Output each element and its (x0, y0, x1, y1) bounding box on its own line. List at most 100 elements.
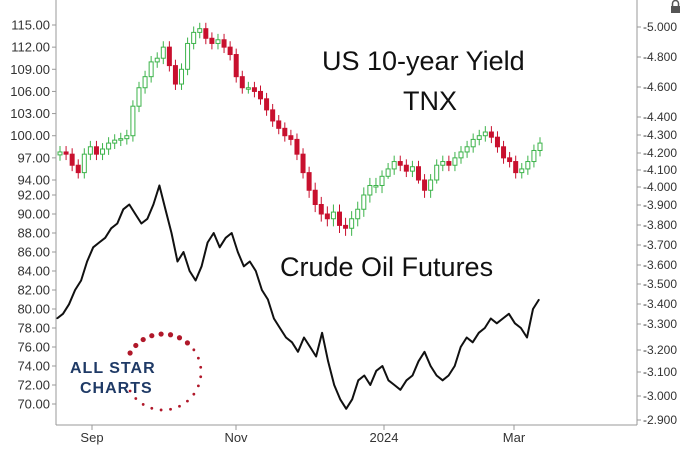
candle-body (494, 136, 500, 148)
candle-body (118, 138, 124, 141)
oil-point (92, 246, 94, 248)
left-tick-label: 76.00 (17, 340, 50, 355)
oil-point (351, 398, 353, 400)
oil-point (110, 227, 112, 229)
left-axis-ticks: 115.00 112.00 109.00 106.00 103.00 100.00 97.0… (10, 18, 56, 412)
candle-body (245, 87, 251, 90)
left-tick-label: 78.00 (17, 321, 50, 336)
candle-body (294, 138, 300, 155)
right-tick-label: -3.600 (643, 258, 677, 272)
right-tick-label: -4.300 (643, 128, 677, 142)
left-tick-label: 86.00 (17, 245, 50, 260)
oil-point (496, 322, 498, 324)
x-tick-label: Sep (80, 430, 103, 445)
left-tick-label: 80.00 (17, 302, 50, 317)
oil-point (321, 332, 323, 334)
left-tick-label: 82.00 (17, 283, 50, 298)
oil-point (405, 379, 408, 381)
candle-body (276, 120, 282, 129)
candle-body (501, 146, 507, 159)
oil-point (303, 336, 305, 339)
oil-point (472, 341, 474, 343)
candle-body (136, 87, 142, 107)
candle-body (507, 157, 513, 163)
oil-point (297, 351, 299, 353)
logo-star (127, 350, 133, 356)
right-tick-label: -4.800 (643, 50, 677, 64)
oil-point (273, 317, 275, 320)
oil-point (411, 374, 414, 377)
oil-point (140, 222, 142, 225)
candle-body (464, 146, 470, 153)
oil-point (219, 246, 221, 248)
candle-body (519, 168, 525, 174)
oil-point (363, 374, 365, 377)
oil-point (74, 289, 76, 291)
oil-point (393, 384, 395, 386)
oil-point (448, 374, 450, 377)
oil-point (170, 232, 173, 234)
left-tick-label: 115.00 (11, 18, 50, 33)
left-tick-label: 92.00 (17, 188, 50, 203)
candle-body (264, 98, 270, 111)
candle-body (106, 142, 112, 150)
oil-point (86, 260, 88, 263)
right-tick-label: -3.100 (643, 365, 677, 379)
candle-body (185, 42, 191, 70)
candle-body (434, 164, 440, 181)
lock-shackle (671, 0, 680, 6)
logo-star (169, 407, 172, 411)
oil-point (339, 398, 341, 400)
candle-body (172, 65, 178, 85)
right-tick-label: -2.900 (643, 413, 677, 427)
right-tick-label: -4.600 (643, 80, 677, 94)
candle-body (251, 87, 257, 92)
candle-body (446, 161, 452, 166)
candle-body (373, 185, 379, 188)
left-tick-label: 100.00 (10, 128, 50, 143)
candle-body (142, 76, 148, 89)
candle-body (476, 135, 482, 140)
candle-body (258, 90, 264, 100)
candle-body (215, 39, 221, 44)
x-axis-ticks: Sep Nov 2024 Mar (80, 425, 526, 445)
oil-point (80, 279, 82, 282)
candle-body (154, 57, 160, 63)
candle-body (422, 179, 428, 191)
candle-body (93, 146, 99, 155)
logo-star (199, 365, 203, 369)
left-tick-label: 112.00 (11, 40, 50, 55)
candle-body (403, 164, 409, 172)
oil-point (237, 251, 239, 253)
candle-body (100, 148, 106, 155)
candle-body (233, 54, 239, 78)
oil-point (146, 218, 148, 220)
oil-point (213, 232, 215, 234)
candle-body (458, 151, 464, 159)
yield-title: US 10-year Yield (322, 46, 525, 76)
oil-point (399, 389, 402, 391)
oil-point (152, 203, 154, 206)
oil-point (490, 317, 492, 320)
logo-star (128, 389, 132, 393)
candle-body (112, 139, 118, 144)
candle-body (452, 157, 458, 166)
oil-point (194, 279, 197, 282)
logo-star (159, 408, 163, 412)
oil-point (484, 327, 486, 329)
left-tick-label: 84.00 (17, 264, 50, 279)
candle-body (69, 153, 75, 166)
candle-body (130, 105, 136, 137)
oil-point (128, 203, 130, 206)
logo-star (199, 375, 203, 379)
x-tick-label: Nov (224, 430, 248, 445)
left-tick-label: 94.00 (17, 173, 50, 188)
oil-point (122, 208, 124, 210)
candle-body (513, 161, 519, 174)
oil-title: Crude Oil Futures (280, 252, 493, 282)
oil-point (249, 260, 251, 263)
oil-point (442, 379, 444, 381)
oil-point (243, 265, 245, 267)
candle-body (300, 153, 306, 174)
